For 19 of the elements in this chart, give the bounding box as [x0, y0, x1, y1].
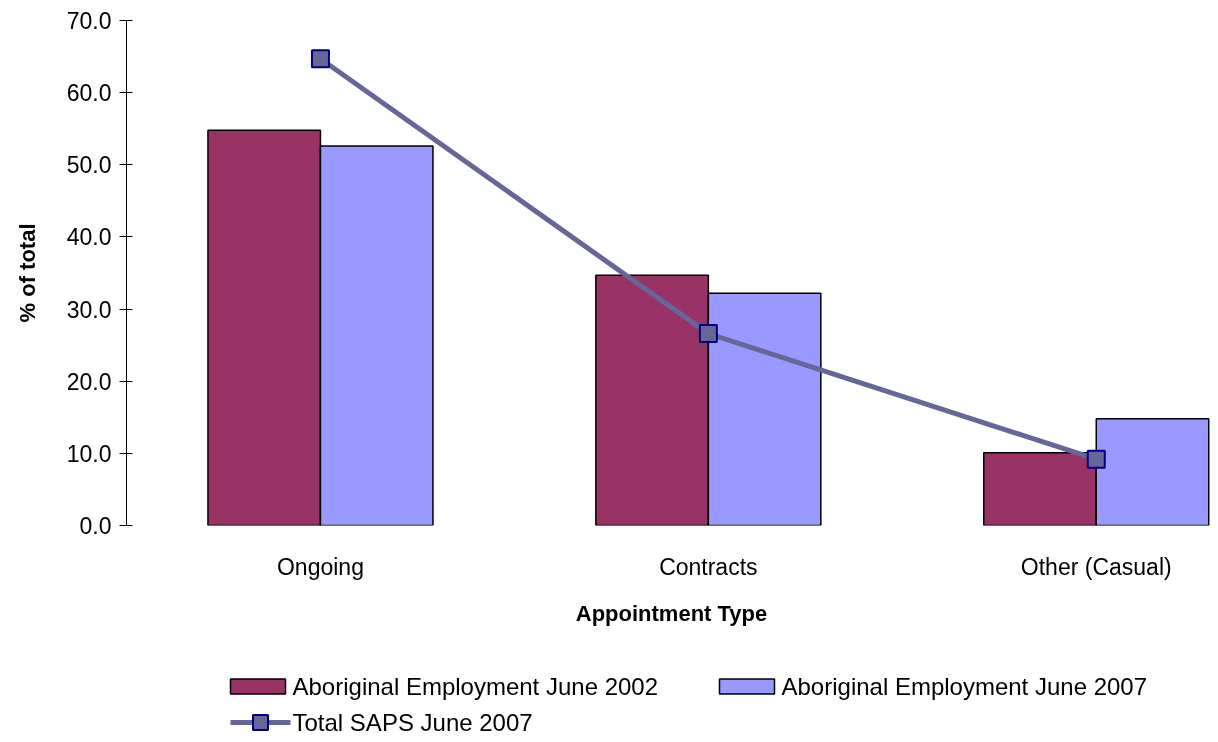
- legend-label: Total SAPS June 2007: [292, 709, 533, 736]
- y-tick-label: 10.0: [66, 440, 112, 467]
- y-tick-label: 60.0: [66, 80, 112, 107]
- point: [1086, 449, 1106, 469]
- x-tick-label: Ongoing: [276, 553, 364, 580]
- y-tick-label: 30.0: [66, 296, 112, 323]
- x-tick-label: Other (Casual): [1020, 553, 1172, 580]
- y-tick-label: 0.0: [79, 513, 112, 539]
- y-tick-label: 50.0: [66, 152, 112, 179]
- y-axis-title: % of total: [14, 223, 40, 323]
- x-tick-label: Contracts: [659, 553, 758, 580]
- x-axis-title: Appointment Type: [575, 600, 768, 626]
- y-tick-label: 20.0: [66, 368, 112, 395]
- legend-label: Aboriginal Employment June 2007: [781, 673, 1148, 700]
- point: [310, 49, 330, 69]
- y-tick-label: 40.0: [66, 224, 112, 251]
- point: [698, 324, 718, 344]
- legend-label: Aboriginal Employment June 2002: [292, 673, 659, 700]
- y-tick-label: 70.0: [66, 8, 112, 34]
